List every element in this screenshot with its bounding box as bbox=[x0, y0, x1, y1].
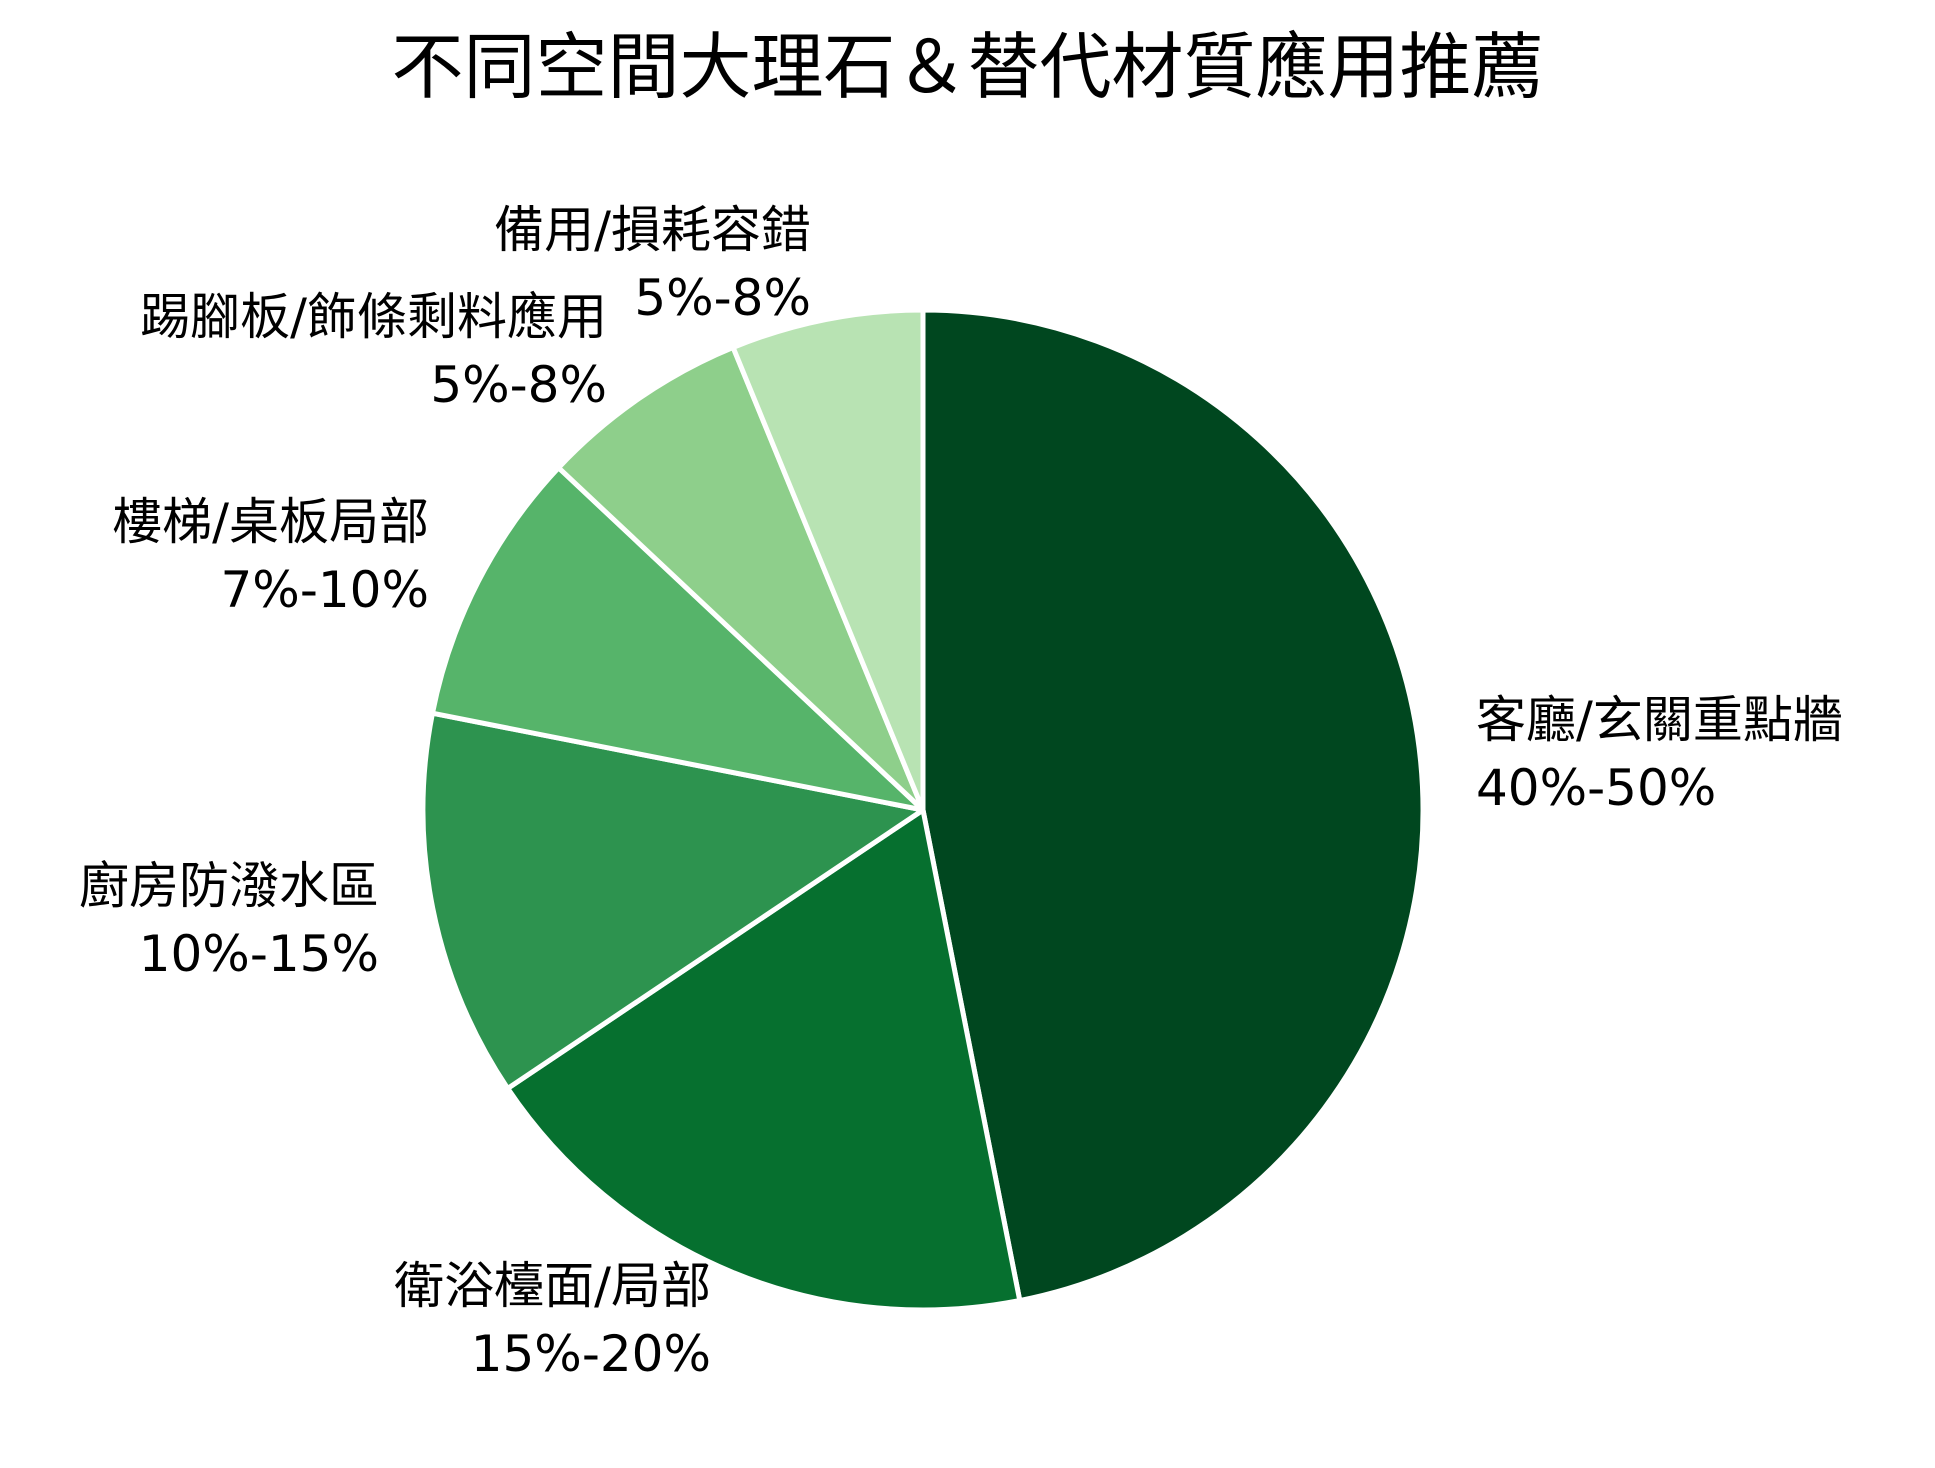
slice-range: 5%-8% bbox=[430, 356, 607, 414]
label-kitchen: 廚房防潑水區 10%-15% bbox=[79, 852, 379, 988]
pie-slice bbox=[429, 465, 926, 813]
label-baseboard: 踢腳板/飾條剩料應用 5%-8% bbox=[140, 283, 607, 419]
slice-name: 廚房防潑水區 bbox=[79, 857, 379, 915]
label-bathroom: 衛浴檯面/局部 15%-20% bbox=[394, 1252, 711, 1388]
label-stairs: 樓梯/桌板局部 7%-10% bbox=[112, 488, 429, 624]
slice-range: 10%-15% bbox=[138, 925, 379, 983]
label-living-room: 客廳/玄關重點牆 40%-50% bbox=[1476, 686, 1843, 822]
pie-slice bbox=[505, 807, 1023, 1313]
slice-name: 踢腳板/飾條剩料應用 bbox=[140, 288, 607, 346]
pie-slice bbox=[920, 307, 1426, 1304]
slice-range: 40%-50% bbox=[1476, 759, 1717, 817]
pie-slice bbox=[730, 307, 926, 813]
slice-name: 衛浴檯面/局部 bbox=[394, 1257, 711, 1315]
chart-title: 不同空間大理石＆替代材質應用推薦 bbox=[391, 25, 1544, 109]
slice-name: 樓梯/桌板局部 bbox=[112, 493, 429, 551]
slice-name: 客廳/玄關重點牆 bbox=[1476, 691, 1843, 749]
label-spare: 備用/損耗容錯 5%-8% bbox=[494, 196, 811, 332]
slice-range: 5%-8% bbox=[634, 269, 811, 327]
slice-range: 7%-10% bbox=[220, 561, 430, 619]
slice-name: 備用/損耗容錯 bbox=[494, 201, 811, 259]
pie-slice bbox=[556, 344, 926, 813]
pie-slice bbox=[420, 710, 926, 1091]
slice-range: 15%-20% bbox=[470, 1325, 711, 1383]
